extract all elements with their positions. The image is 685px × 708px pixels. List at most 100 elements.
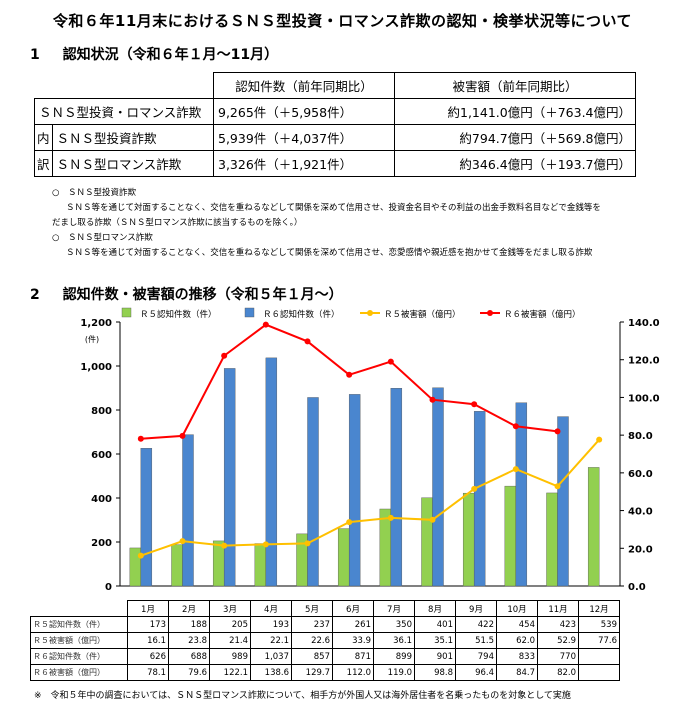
data-cell: 899 bbox=[373, 648, 415, 665]
r6-count-bar bbox=[140, 448, 153, 587]
r5-count-bar bbox=[379, 508, 392, 587]
r6-count-bar bbox=[557, 416, 569, 587]
legend-marker bbox=[367, 310, 373, 316]
data-table-header: 1月 2月 3月 4月 5月 6月 7月 8月 9月 10月 11月 12月 bbox=[30, 600, 620, 617]
legend-label: Ｒ５認知件数（件） bbox=[140, 309, 217, 320]
total-amount: 約1,141.0億円（＋763.4億円） bbox=[394, 98, 636, 125]
note-line: ＳＮＳ等を通じて対面することなく、交信を重ねるなどして関係を深めて信用させ、投資… bbox=[66, 203, 601, 213]
breakdown-label: 内 bbox=[34, 124, 53, 151]
month-header: 1月 bbox=[127, 600, 169, 617]
data-cell: 16.1 bbox=[127, 632, 169, 649]
r5-amount-point bbox=[137, 552, 144, 559]
data-table-row: Ｒ６認知件数（件） 626 688 989 1,037 857 871 899 901 794 83… bbox=[30, 648, 620, 665]
r5-amount-line bbox=[140, 439, 600, 557]
data-cell: 96.4 bbox=[455, 664, 497, 681]
r6-amount-point bbox=[429, 396, 436, 403]
r6-count-bar bbox=[348, 394, 361, 587]
r6-amount-point bbox=[304, 338, 311, 345]
r5-amount-point bbox=[304, 540, 311, 547]
r6-count-bar bbox=[265, 357, 278, 587]
row-label: ＳＮＳ型ロマンス詐欺 bbox=[51, 150, 215, 177]
month-header: 8月 bbox=[414, 600, 456, 617]
r5-amount-point bbox=[387, 514, 394, 521]
data-cell: 237 bbox=[291, 616, 333, 633]
data-cell: 173 bbox=[127, 616, 169, 633]
note-line: だまし取る詐欺（ＳＮＳ型ロマンス詐欺に該当するものを除く。） bbox=[52, 218, 303, 228]
data-cell: 871 bbox=[332, 648, 374, 665]
data-cell bbox=[578, 648, 620, 665]
row-count: 3,326件（＋1,921件） bbox=[213, 150, 395, 177]
data-cell: 794 bbox=[455, 648, 497, 665]
row-amount: 約794.7億円（＋569.8億円） bbox=[394, 124, 636, 151]
r5-amount-point bbox=[554, 483, 561, 490]
data-cell: 22.1 bbox=[250, 632, 292, 649]
data-table: 1月 2月 3月 4月 5月 6月 7月 8月 9月 10月 11月 12月 Ｒ… bbox=[30, 600, 620, 681]
data-cell: 98.8 bbox=[414, 664, 456, 681]
data-cell: 129.7 bbox=[291, 664, 333, 681]
r6-count-bar bbox=[223, 368, 236, 587]
r5-amount-point bbox=[596, 436, 603, 443]
r5-amount-point bbox=[179, 538, 186, 545]
r6-amount-point bbox=[471, 401, 478, 408]
row-label: Ｒ６認知件数（件） bbox=[30, 648, 128, 665]
r6-amount-point bbox=[179, 432, 186, 439]
legend-swatch bbox=[121, 307, 132, 318]
bullet-icon: ○ bbox=[52, 233, 60, 243]
month-header: 5月 bbox=[291, 600, 333, 617]
data-cell: 78.1 bbox=[127, 664, 169, 681]
trend-chart: 0 200 400 600 800 1,000 1,200 (件) 0.0 20.0 40.0 60.… bbox=[80, 307, 660, 593]
legend-label: Ｒ６被害額（億円） bbox=[504, 309, 581, 320]
month-header: 12月 bbox=[578, 600, 620, 617]
data-table-row: Ｒ５被害額（億円） 16.1 23.8 21.4 22.1 22.6 33.9 36.1 35.… bbox=[30, 632, 620, 649]
r5-count-bar bbox=[421, 497, 433, 587]
data-cell: 401 bbox=[414, 616, 456, 633]
data-cell: 77.6 bbox=[578, 632, 620, 649]
section-2-heading: 2 認知件数・被害額の推移（令和５年１月～） bbox=[30, 284, 343, 304]
summary-header-row: 認知件数（前年同期比） 被害額（前年同期比） bbox=[34, 72, 636, 99]
r6-amount-point bbox=[554, 428, 561, 435]
note-title: ＳＮＳ型投資詐欺 bbox=[67, 188, 136, 198]
right-axis-tick-label: 20.0 bbox=[628, 544, 653, 555]
data-cell: 22.6 bbox=[291, 632, 333, 649]
note-title: ＳＮＳ型ロマンス詐欺 bbox=[67, 233, 153, 243]
r5-amount-point bbox=[262, 541, 269, 548]
r6-count-bar bbox=[473, 411, 486, 587]
data-cell: 989 bbox=[209, 648, 251, 665]
section-2-number: 2 bbox=[30, 287, 40, 303]
data-cell: 112.0 bbox=[332, 664, 374, 681]
legend-label: Ｒ６認知件数（件） bbox=[263, 309, 340, 320]
r5-count-bar bbox=[171, 544, 183, 587]
r5-count-bar bbox=[504, 485, 517, 587]
note-heading: ○ ＳＮＳ型ロマンス詐欺 bbox=[52, 231, 601, 246]
data-cell: 35.1 bbox=[414, 632, 456, 649]
data-cell: 119.0 bbox=[373, 664, 415, 681]
r5-count-bar bbox=[546, 492, 558, 587]
data-cell: 539 bbox=[578, 616, 620, 633]
data-cell: 84.7 bbox=[496, 664, 538, 681]
right-axis-tick-label: 0.0 bbox=[628, 582, 646, 593]
data-cell: 454 bbox=[496, 616, 538, 633]
summary-table: 認知件数（前年同期比） 被害額（前年同期比） ＳＮＳ型投資・ロマンス詐欺 9,2… bbox=[34, 72, 636, 177]
data-cell: 23.8 bbox=[168, 632, 210, 649]
data-cell: 422 bbox=[455, 616, 497, 633]
summary-row: 訳 ＳＮＳ型ロマンス詐欺 3,326件（＋1,921件） 約346.4億円（＋1… bbox=[34, 150, 636, 177]
total-label: ＳＮＳ型投資・ロマンス詐欺 bbox=[34, 98, 214, 125]
data-cell: 188 bbox=[168, 616, 210, 633]
data-cell: 688 bbox=[168, 648, 210, 665]
month-header: 3月 bbox=[209, 600, 251, 617]
amount-header: 被害額（前年同期比） bbox=[394, 72, 636, 99]
r5-count-bar bbox=[254, 543, 267, 587]
r6-amount-point bbox=[346, 371, 353, 378]
month-header: 9月 bbox=[455, 600, 497, 617]
left-axis-tick-label: 600 bbox=[91, 450, 112, 461]
r6-count-bar bbox=[515, 402, 528, 587]
month-header: 2月 bbox=[168, 600, 210, 617]
data-cell: 1,037 bbox=[250, 648, 292, 665]
breakdown-label: 訳 bbox=[34, 150, 53, 177]
data-table-row: Ｒ５認知件数（件） 173 188 205 193 237 261 350 401 422 454 4… bbox=[30, 616, 620, 633]
month-header: 11月 bbox=[537, 600, 579, 617]
r6-count-bar bbox=[182, 434, 194, 587]
left-axis-tick-label: 0 bbox=[105, 582, 112, 593]
note-heading: ○ ＳＮＳ型投資詐欺 bbox=[52, 186, 601, 201]
data-cell: 770 bbox=[537, 648, 579, 665]
